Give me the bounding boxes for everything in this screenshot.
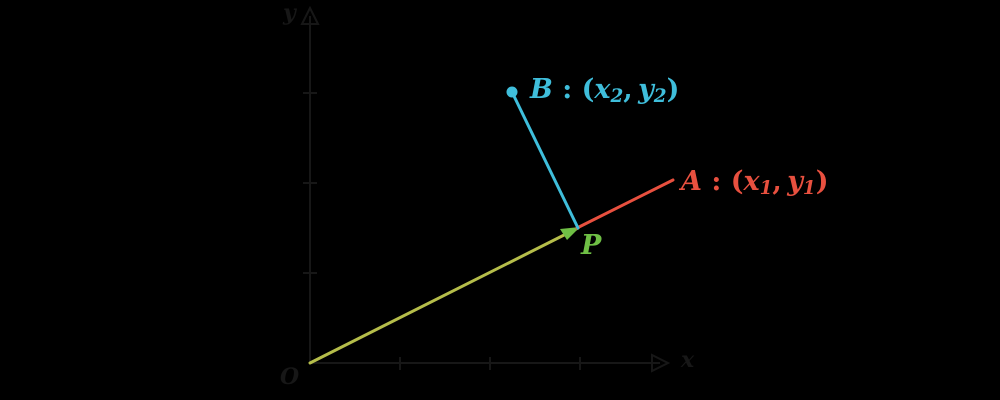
point-a-label: A : (x1, y1)	[681, 168, 828, 198]
axes-group	[300, 5, 671, 373]
point-p-label: P	[581, 230, 602, 261]
segments-group	[308, 86, 675, 365]
point-a-close-paren: )	[815, 166, 829, 197]
point-b-colon: :	[552, 74, 582, 105]
vector-arrowhead-at-p	[560, 227, 580, 240]
point-b-close-paren: )	[666, 74, 680, 105]
y-axis-arrowhead	[300, 5, 320, 25]
point-b-comma: ,	[623, 74, 639, 105]
point-b-label: B : (x2, y2)	[530, 76, 679, 106]
projection-vector-OP	[308, 226, 580, 365]
point-a-comma: ,	[772, 166, 788, 197]
y-axis-label: y	[283, 0, 296, 26]
point-a-name: A	[681, 166, 702, 197]
point-b-open-paren: (	[581, 74, 595, 105]
point-b-dot	[506, 86, 518, 98]
origin-label: O	[280, 364, 300, 390]
x-axis-arrowhead	[651, 353, 671, 373]
point-a-x: x1	[743, 166, 773, 200]
point-b-x: x2	[594, 74, 624, 108]
x-axis-label: x	[681, 347, 695, 373]
point-a-y: y1	[787, 166, 816, 200]
point-a-open-paren: (	[730, 166, 744, 197]
point-a-colon: :	[701, 166, 731, 197]
segment-PA	[575, 178, 675, 230]
point-b-y: y2	[638, 74, 667, 108]
segment-BP	[510, 90, 580, 230]
point-b-name: B	[530, 74, 553, 105]
